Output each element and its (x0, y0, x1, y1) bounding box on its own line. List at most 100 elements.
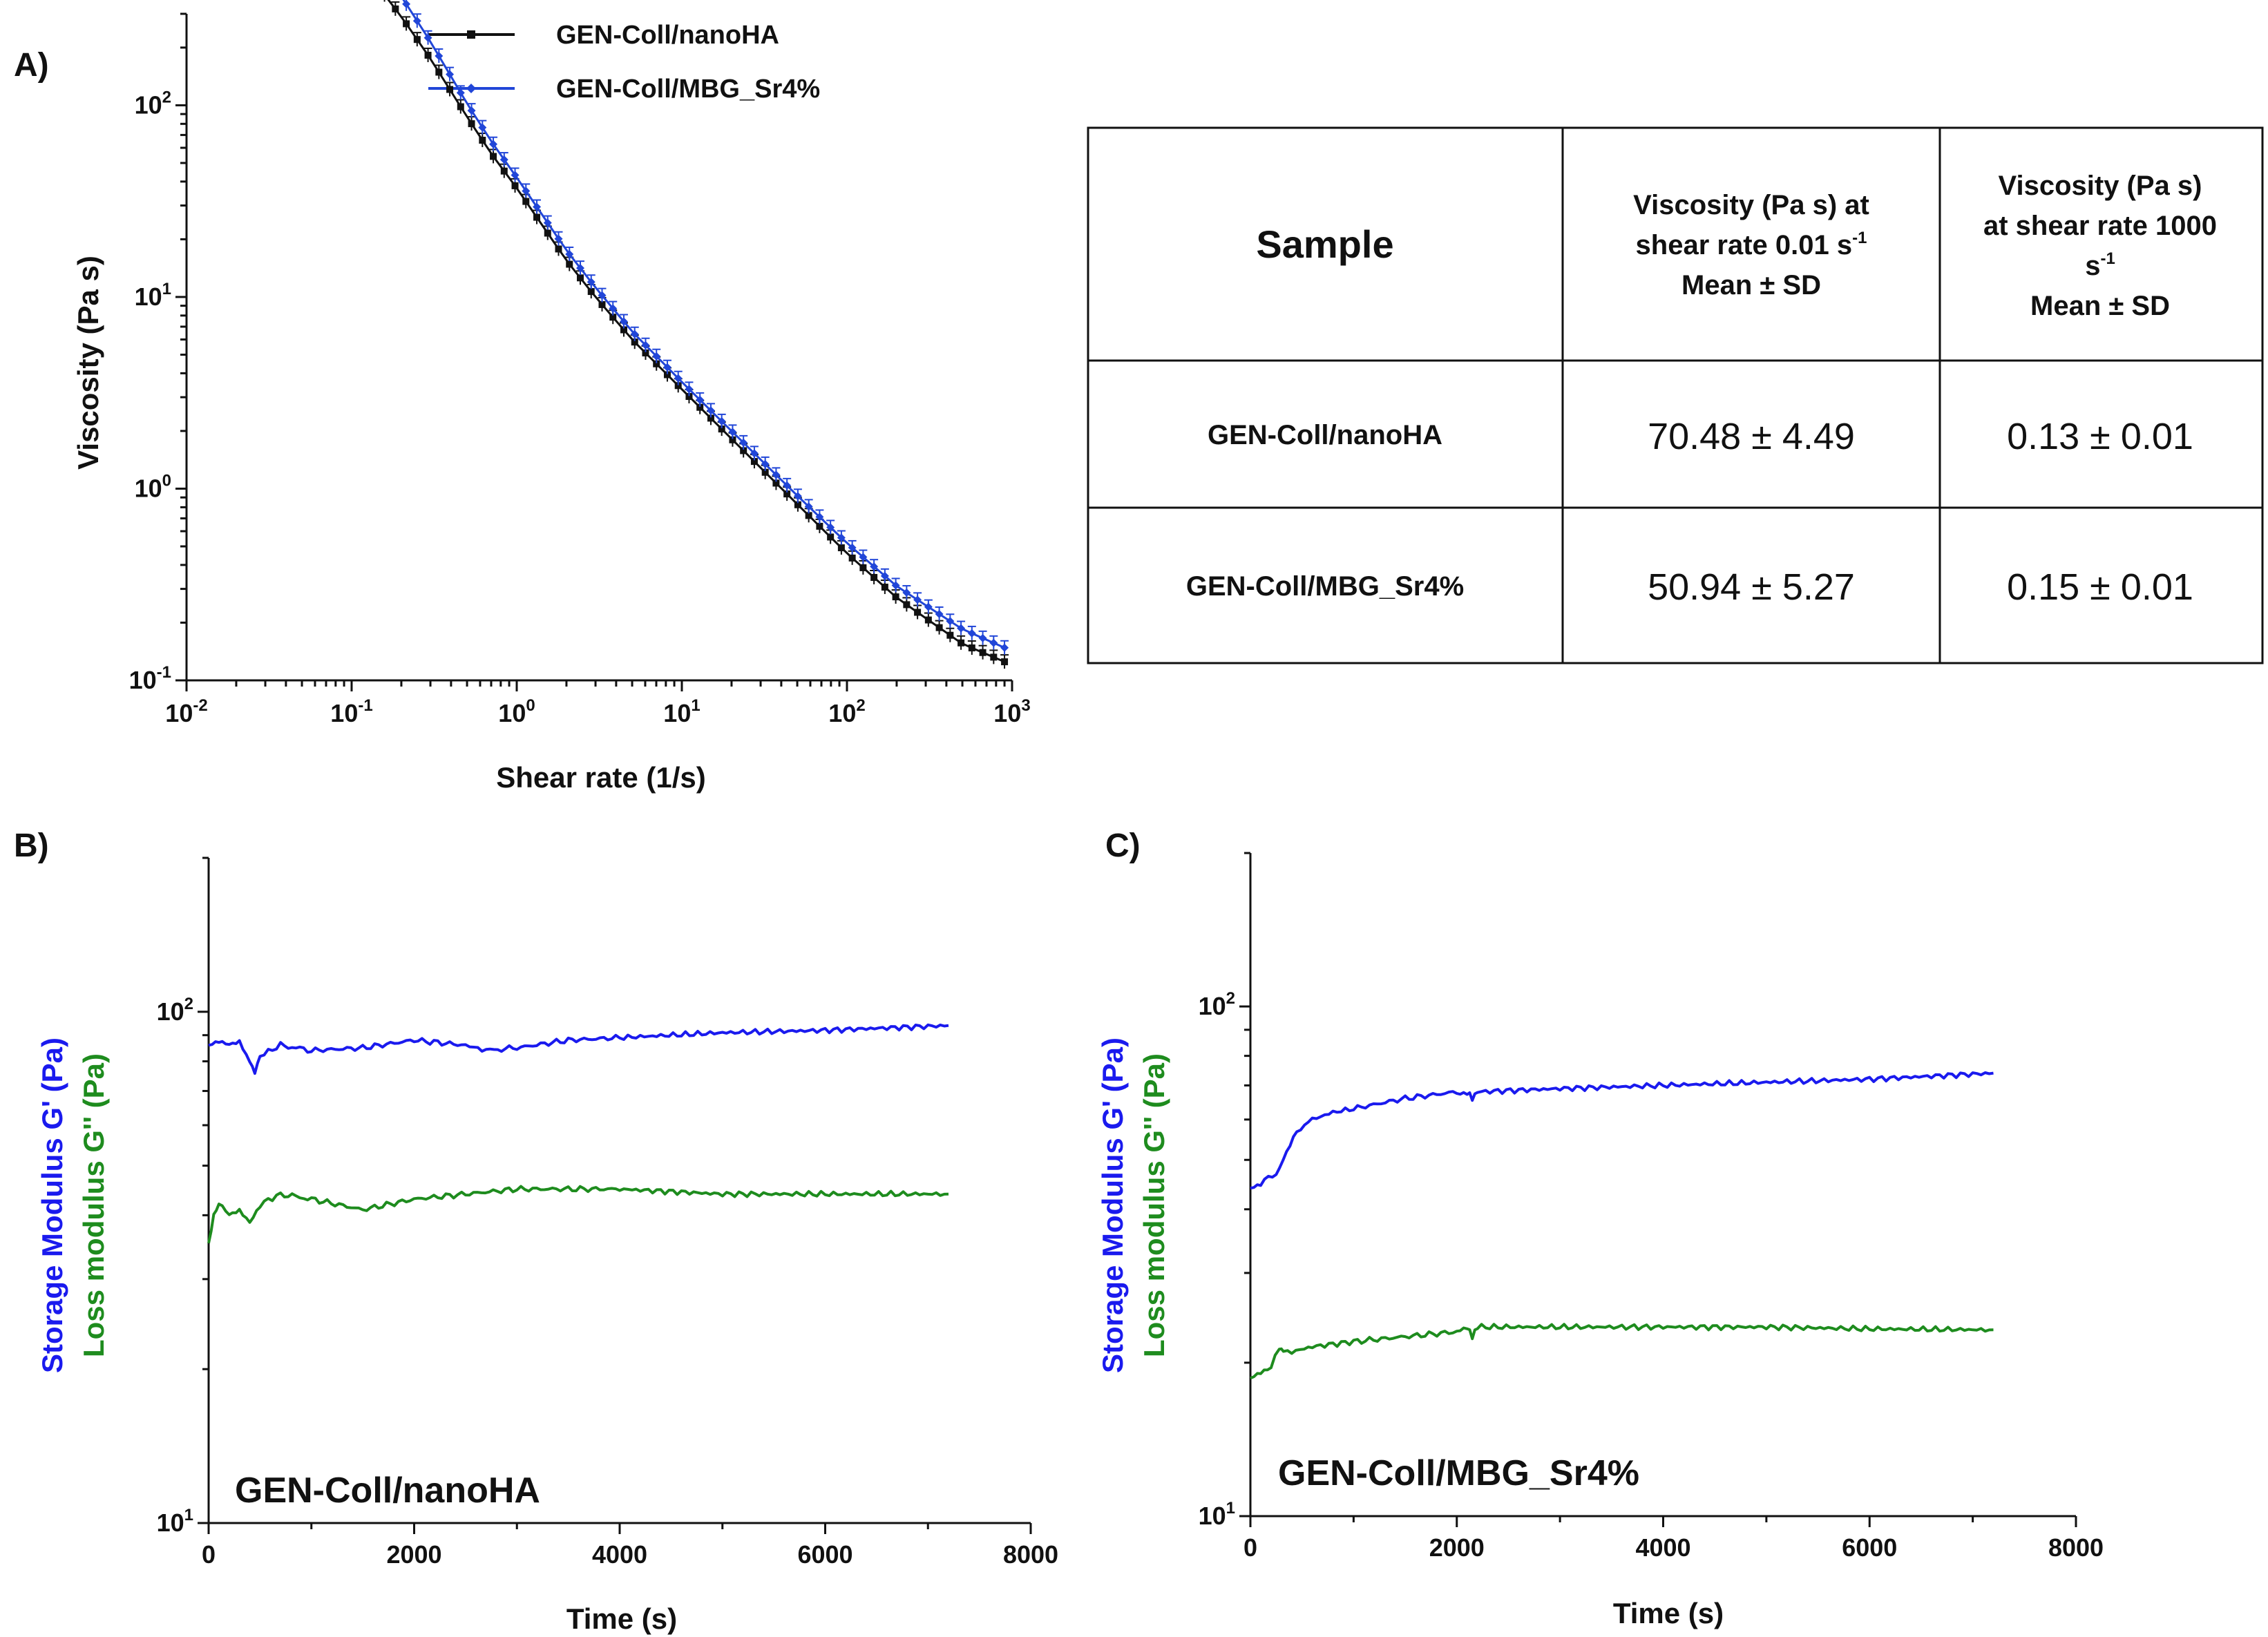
x-tick-label: 2000 (386, 1540, 441, 1569)
data-point (674, 382, 682, 390)
data-point (707, 414, 714, 422)
series-mbg (402, 0, 1009, 655)
data-point (827, 533, 835, 541)
data-point (511, 182, 519, 189)
data-point (750, 458, 758, 466)
data-point (587, 278, 595, 287)
y-axis-title: Viscosity (Pa s) (72, 256, 104, 470)
data-point (587, 288, 595, 296)
data-point (804, 502, 813, 511)
data-point (456, 88, 465, 97)
data-point (859, 553, 868, 562)
loss-modulus-line (1250, 1323, 1994, 1380)
data-point (902, 588, 911, 597)
data-point (435, 51, 444, 60)
data-point (652, 352, 661, 361)
legend-marker-nanoha (467, 30, 475, 39)
legend-marker-mbg (466, 84, 476, 93)
x-tick-label: 0 (202, 1540, 216, 1569)
x-tick-label: 0 (1243, 1533, 1257, 1562)
data-point (903, 601, 911, 609)
x-tick-label: 102 (828, 696, 865, 727)
table-cell-v1000-2: 0.15 ± 0.01 (2007, 566, 2193, 608)
data-point (446, 86, 454, 93)
x-tick-label: 2000 (1429, 1533, 1485, 1562)
data-point (641, 341, 650, 350)
y-tick-label: 10-1 (129, 663, 171, 694)
data-point (892, 593, 899, 601)
data-point (728, 428, 737, 437)
x-tick-label: 6000 (797, 1540, 852, 1569)
y-axis-title-loss-c: Loss modulus G'' (Pa) (1138, 1053, 1170, 1357)
panel-label-a: A) (14, 47, 49, 84)
data-point (815, 513, 824, 521)
data-point (533, 213, 541, 221)
data-point (1001, 658, 1009, 666)
x-axis-title-c: Time (s) (1613, 1597, 1724, 1629)
table-header-line: Mean ± SD (1681, 270, 1821, 300)
data-point (403, 20, 410, 28)
data-point (990, 653, 998, 661)
plot-area-c (1250, 1071, 1994, 1380)
data-point (653, 360, 660, 367)
table-header-line: shear rate 0.01 s-1 (1636, 229, 1867, 260)
data-point (913, 595, 922, 604)
table-header-line: Mean ± SD (2030, 291, 2170, 321)
x-tick-label: 101 (663, 696, 700, 727)
data-point (663, 363, 671, 372)
table-header-sample: Sample (1256, 222, 1393, 266)
panel-label-b: B) (14, 827, 49, 864)
data-point (457, 103, 464, 111)
annotation-c: GEN-Coll/MBG_Sr4% (1278, 1453, 1639, 1493)
axes-b: 0 2000 4000 6000 8000 101 102 (157, 856, 1058, 1569)
y-tick-label: 101 (135, 280, 171, 311)
table-header-line: Viscosity (Pa s) (1999, 171, 2202, 201)
data-point (837, 544, 845, 552)
viscosity-table: Sample Viscosity (Pa s) at shear rate 0.0… (1087, 126, 2264, 664)
data-point (772, 470, 781, 479)
data-point (412, 17, 421, 26)
storage-modulus-line (208, 1023, 949, 1075)
data-point (566, 260, 573, 268)
data-point (424, 51, 432, 59)
data-point (423, 33, 432, 42)
table-cell-v001-1: 70.48 ± 4.49 (1648, 416, 1855, 457)
data-point (979, 649, 987, 656)
legend-label-mbg: GEN-Coll/MBG_Sr4% (556, 75, 820, 104)
x-tick-label: 8000 (1003, 1540, 1058, 1569)
data-point (435, 68, 443, 76)
y-tick-label: 102 (1199, 989, 1235, 1020)
data-point (794, 501, 801, 508)
y-axis-title-loss-b: Loss modulus G'' (Pa) (77, 1053, 110, 1357)
data-point (740, 447, 747, 454)
data-point (402, 0, 411, 8)
data-point (642, 349, 649, 356)
data-point (576, 264, 585, 273)
data-point (881, 584, 888, 591)
table-cell-v1000-1: 0.13 ± 0.01 (2007, 416, 2193, 457)
data-point (805, 512, 812, 519)
data-point (739, 438, 748, 447)
data-point (631, 338, 638, 346)
annotation-b: GEN-Coll/nanoHA (235, 1471, 540, 1511)
data-point (609, 304, 618, 313)
data-point (565, 250, 574, 259)
data-point (478, 123, 487, 132)
data-point (533, 202, 542, 211)
data-point (761, 468, 769, 476)
data-point (663, 371, 671, 379)
data-point (554, 234, 563, 243)
data-point (446, 70, 455, 79)
data-point (946, 631, 954, 639)
data-point (783, 490, 791, 498)
data-point (957, 624, 966, 633)
y-axis-title-storage-b: Storage Modulus G' (Pa) (36, 1037, 68, 1373)
data-point (630, 329, 639, 338)
plot-area-b (207, 1023, 949, 1244)
data-point (772, 479, 780, 487)
y-tick-label: 102 (135, 88, 171, 119)
table-cell-sample-1: GEN-Coll/nanoHA (1208, 420, 1442, 450)
data-point (490, 153, 497, 160)
